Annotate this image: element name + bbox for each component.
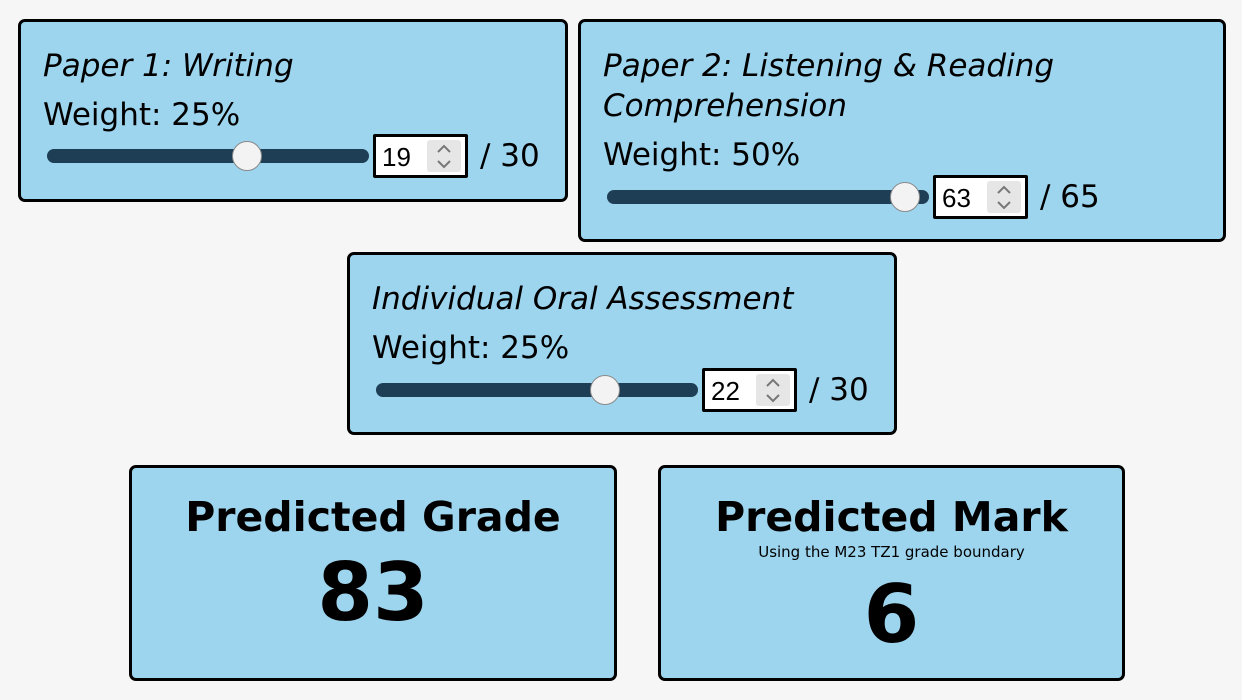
paper1-score-input[interactable]: 19 [373, 134, 468, 178]
predicted-grade-title: Predicted Grade [185, 493, 561, 541]
paper1-weight: Weight: 25% [43, 97, 241, 133]
slider-thumb-icon[interactable] [889, 182, 920, 212]
predicted-grade-value: 83 [317, 546, 429, 639]
oral-card: Individual Oral Assessment Weight: 25% 2… [347, 252, 897, 435]
oral-score-row: 22 / 30 [376, 368, 876, 412]
slider-thumb-icon[interactable] [590, 375, 621, 405]
paper2-score-value: 63 [942, 183, 971, 213]
oral-title: Individual Oral Assessment [372, 281, 794, 317]
paper1-max: / 30 [480, 138, 540, 174]
paper1-slider-track[interactable] [47, 149, 369, 163]
predicted-mark-card: Predicted Mark Using the M23 TZ1 grade b… [658, 465, 1125, 681]
predicted-mark-subtitle: Using the M23 TZ1 grade boundary [758, 543, 1025, 561]
paper2-max: / 65 [1040, 179, 1100, 215]
paper2-card: Paper 2: Listening & Reading Comprehensi… [578, 19, 1226, 242]
paper2-score-input[interactable]: 63 [933, 175, 1028, 219]
paper1-card: Paper 1: Writing Weight: 25% 19 / 30 [18, 19, 568, 202]
paper2-slider-track[interactable] [607, 190, 929, 204]
chevron-up-down-icon[interactable] [427, 140, 461, 172]
paper2-score-row: 63 / 65 [607, 175, 1207, 219]
oral-slider-track[interactable] [376, 383, 698, 397]
oral-score-value: 22 [711, 376, 740, 406]
predicted-mark-value: 6 [863, 568, 920, 661]
oral-weight: Weight: 25% [372, 330, 570, 366]
slider-thumb-icon[interactable] [231, 141, 262, 171]
predicted-grade-card: Predicted Grade 83 [129, 465, 617, 681]
chevron-up-down-icon[interactable] [756, 374, 790, 406]
paper1-score-value: 19 [382, 142, 411, 172]
chevron-up-down-icon[interactable] [987, 181, 1021, 213]
oral-max: / 30 [809, 372, 869, 408]
paper2-title: Paper 2: Listening & Reading Comprehensi… [603, 48, 1055, 124]
paper1-score-row: 19 / 30 [47, 134, 547, 178]
paper2-weight: Weight: 50% [603, 137, 801, 173]
paper1-title: Paper 1: Writing [43, 48, 294, 84]
oral-score-input[interactable]: 22 [702, 368, 797, 412]
predicted-mark-title: Predicted Mark [715, 493, 1068, 541]
